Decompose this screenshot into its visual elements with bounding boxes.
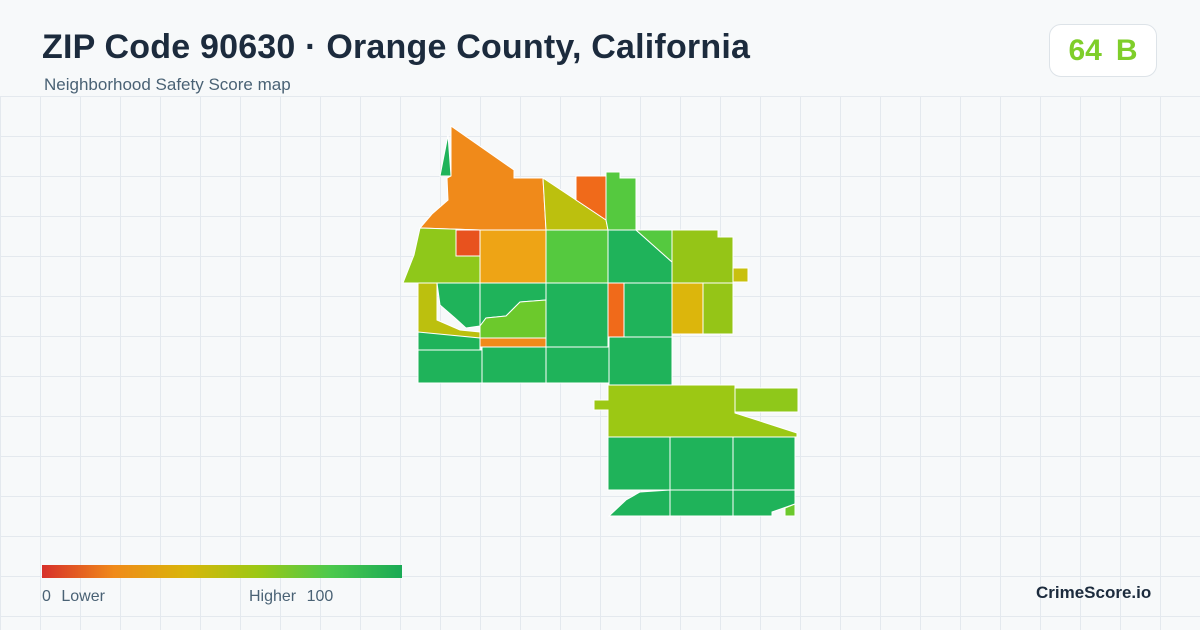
- map-region[interactable]: [669, 436, 734, 491]
- map-region[interactable]: [545, 282, 609, 348]
- map-region[interactable]: [607, 436, 671, 491]
- map-region[interactable]: [545, 229, 609, 284]
- score-grade: B: [1115, 33, 1138, 67]
- map-region[interactable]: [479, 229, 547, 284]
- map-region[interactable]: [545, 346, 610, 384]
- map-region[interactable]: [479, 337, 547, 348]
- legend-gradient-bar: [42, 565, 402, 578]
- map-region[interactable]: [732, 436, 796, 491]
- map-region[interactable]: [702, 282, 734, 335]
- legend-max-label: Higher: [249, 588, 297, 605]
- page-subtitle: Neighborhood Safety Score map: [44, 75, 291, 94]
- brand-logo-text[interactable]: CrimeScore.io: [1036, 583, 1152, 602]
- map-region[interactable]: [607, 282, 625, 338]
- map-region[interactable]: [417, 349, 483, 384]
- map-region[interactable]: [439, 134, 452, 177]
- map-region[interactable]: [784, 503, 796, 517]
- map-region[interactable]: [455, 229, 481, 257]
- legend-max-value: 100: [306, 588, 334, 605]
- legend-min-label: Lower: [61, 588, 105, 605]
- map-region[interactable]: [607, 489, 671, 517]
- score-badge: 64 B: [1049, 24, 1157, 77]
- map-region[interactable]: [734, 387, 799, 413]
- map-region[interactable]: [623, 282, 673, 338]
- legend-max: Higher 100: [249, 588, 339, 606]
- map-region[interactable]: [732, 489, 796, 517]
- map-region[interactable]: [608, 336, 673, 389]
- map-region[interactable]: [671, 229, 734, 284]
- legend-min: 0 Lower: [42, 588, 111, 606]
- map-region[interactable]: [732, 267, 749, 283]
- map-region[interactable]: [669, 489, 734, 517]
- map-region[interactable]: [671, 282, 704, 335]
- map-region[interactable]: [605, 171, 637, 231]
- page-title: ZIP Code 90630 · Orange County, Californ…: [42, 28, 751, 66]
- map-region[interactable]: [418, 125, 547, 231]
- legend-min-value: 0: [42, 588, 51, 605]
- map-region[interactable]: [436, 282, 481, 329]
- map-region[interactable]: [481, 346, 547, 384]
- score-value: 64: [1068, 33, 1102, 67]
